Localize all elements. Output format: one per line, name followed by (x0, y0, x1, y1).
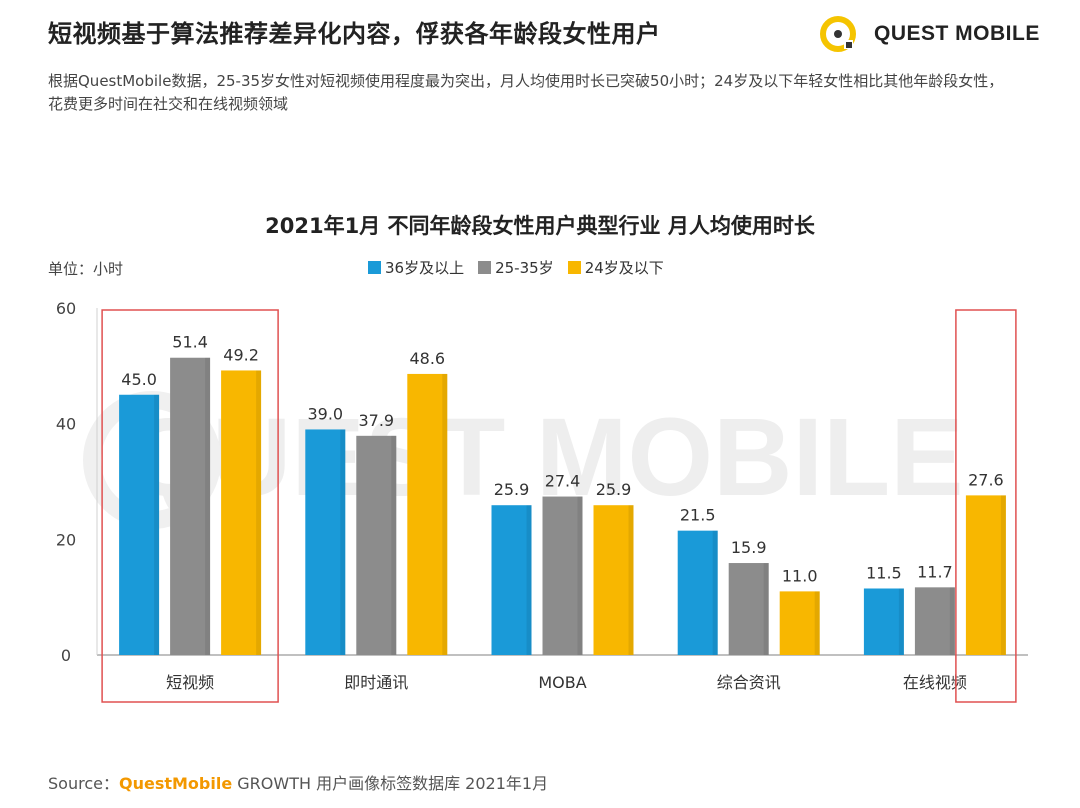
bar (728, 563, 769, 655)
bar (542, 496, 583, 655)
bar-value-label: 39.0 (307, 404, 343, 423)
source-prefix: Source： (48, 774, 119, 793)
bar-value-label: 15.9 (731, 538, 767, 557)
legend-swatch (567, 261, 581, 274)
bar-value-label: 37.9 (358, 411, 394, 430)
bar-shade (205, 357, 211, 655)
page-description: 根据QuestMobile数据，25-35岁女性对短视频使用程度最为突出，月人均… (48, 72, 1004, 113)
bar (170, 357, 211, 655)
highlight-box (101, 309, 279, 703)
x-tick-label: 在线视频 (903, 673, 967, 692)
bar-value-label: 21.5 (680, 506, 716, 525)
legend-item-36-plus: 36岁及以上 (368, 257, 464, 278)
legend-label: 25-35岁 (495, 259, 554, 277)
y-tick-label: 0 (61, 646, 71, 665)
x-tick-label: 短视频 (166, 673, 214, 692)
questmobile-logo: QUEST MOBILE (816, 14, 1040, 54)
y-tick-label: 20 (56, 530, 76, 549)
y-tick-label: 60 (56, 299, 76, 318)
bar-value-label: 48.6 (409, 349, 445, 368)
bar-shade (526, 505, 532, 655)
bar-value-label: 49.2 (223, 345, 259, 364)
bar-value-label: 25.9 (494, 480, 530, 499)
bar-shade (442, 373, 448, 655)
bar (914, 587, 955, 655)
questmobile-logo-icon (820, 16, 856, 52)
source-note: Source：QuestMobile GROWTH 用户画像标签数据库 2021… (48, 770, 548, 794)
logo-wordmark: QUEST MOBILE (874, 22, 1040, 45)
bar-shade (1000, 495, 1006, 655)
bar-value-label: 11.0 (782, 566, 818, 585)
y-tick-label: 40 (56, 415, 76, 434)
legend-swatch (368, 261, 381, 274)
legend-item-25-35: 25-35岁 (478, 257, 554, 278)
bar (221, 370, 262, 655)
bar-value-label: 25.9 (596, 480, 632, 499)
bar-shade (898, 588, 904, 655)
chart-title: 2021年1月 不同年龄段女性用户典型行业 月人均使用时长 (265, 214, 815, 238)
bar-value-label: 11.5 (866, 563, 902, 582)
x-tick-label: 综合资讯 (717, 673, 781, 692)
unit-label: 单位：小时 (48, 260, 124, 278)
source-brand: QuestMobile (118, 774, 233, 793)
bar-value-label: 51.4 (172, 333, 208, 352)
bar (491, 505, 532, 655)
legend-item-24-under: 24岁及以下 (567, 257, 664, 278)
bar-shade (154, 394, 160, 655)
bar (779, 591, 820, 655)
bar-shade (814, 591, 820, 655)
bar-shade (256, 370, 262, 655)
bar-shade (949, 587, 955, 655)
bar (677, 530, 718, 655)
bar (119, 394, 160, 655)
page-headline: 短视频基于算法推荐差异化内容，俘获各年龄段女性用户 (48, 20, 661, 48)
bar (407, 373, 448, 655)
legend-label: 24岁及以下 (584, 259, 664, 277)
bar (593, 505, 634, 655)
bar-shade (763, 563, 769, 655)
x-tick-label: MOBA (538, 673, 586, 692)
bar-shade (577, 496, 583, 655)
bar (863, 588, 904, 655)
legend-label: 36岁及以上 (385, 259, 465, 277)
bar-value-label: 45.0 (121, 370, 157, 389)
bar (965, 495, 1006, 655)
bar (305, 429, 346, 655)
bar-shade (628, 505, 634, 655)
legend-swatch (478, 261, 492, 274)
bar (356, 435, 397, 655)
bar-value-label: 27.4 (545, 472, 581, 491)
bar-shade (391, 435, 397, 655)
source-detail: GROWTH 用户画像标签数据库 2021年1月 (232, 774, 549, 793)
x-tick-label: 即时通讯 (344, 673, 408, 692)
bar-shade (340, 429, 346, 655)
bar-shade (712, 530, 718, 655)
chart-legend: 36岁及以上 25-35岁 24岁及以下 (368, 257, 664, 278)
highlight-box (955, 309, 1017, 703)
bar-value-label: 11.7 (917, 562, 953, 581)
bar-value-label: 27.6 (968, 470, 1004, 489)
